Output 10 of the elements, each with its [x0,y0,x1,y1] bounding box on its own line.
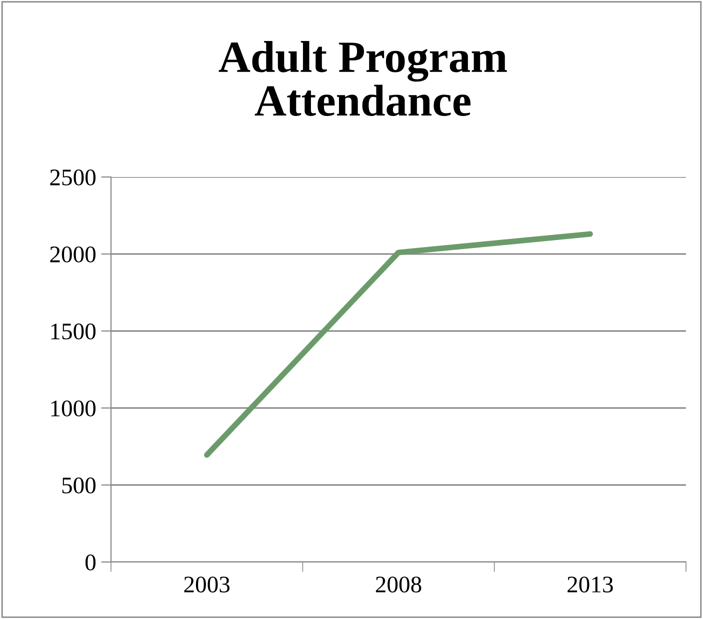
y-tick-label: 2500 [50,169,96,186]
y-tick-label: 0 [86,554,96,570]
y-tick-label: 500 [62,477,96,494]
x-tick-label: 2008 [376,576,422,593]
y-tick-label: 1000 [51,400,96,416]
y-tick-label: 2000 [50,246,96,262]
x-tick-label: 2003 [184,576,230,593]
x-tick-label: 2013 [568,576,613,593]
chart-title: Adult Program Attendance [218,40,507,116]
y-tick-label: 1500 [51,323,96,340]
